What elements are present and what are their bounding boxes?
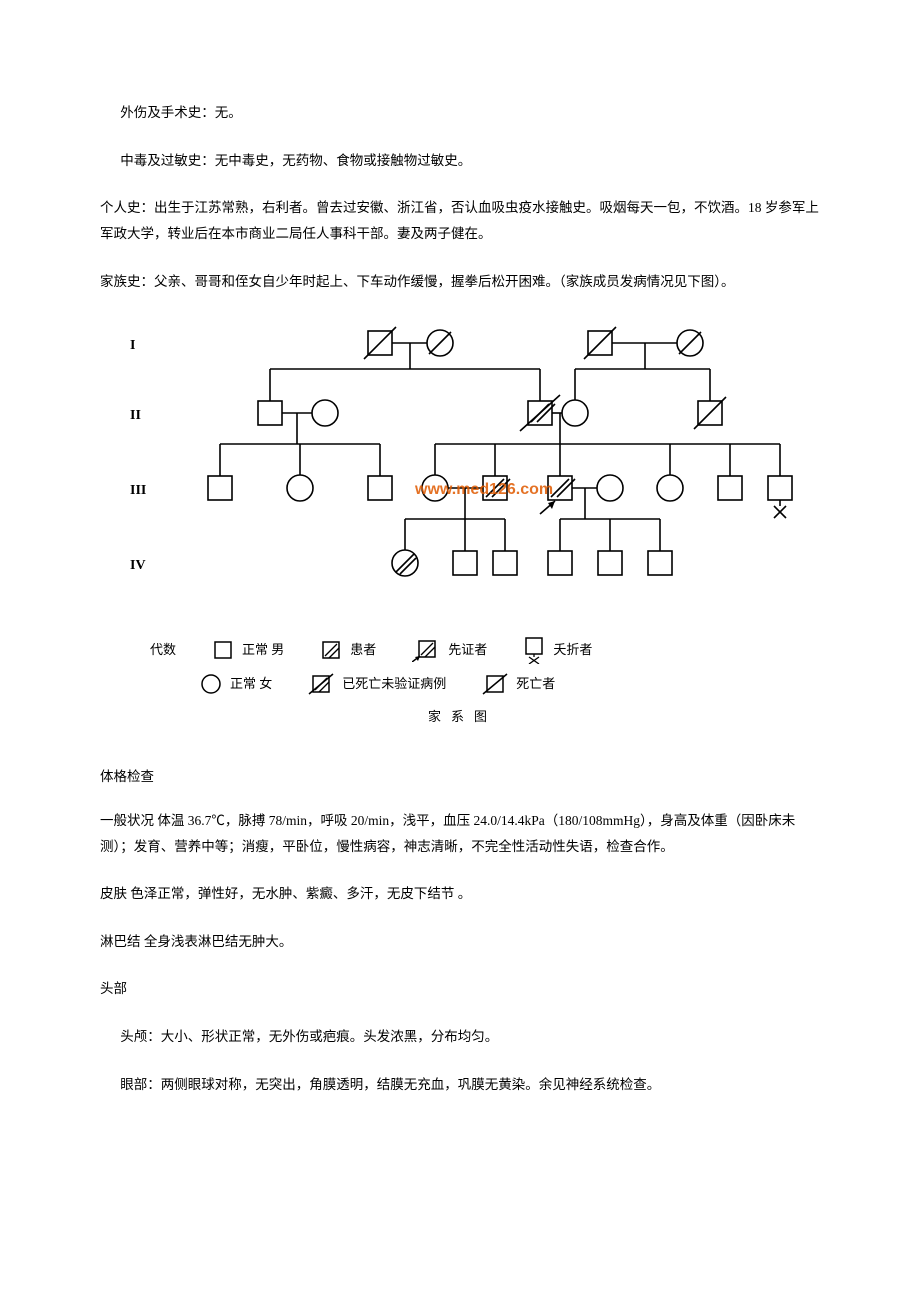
history-trauma: 外伤及手术史：无。 [100,100,825,126]
eye: 眼部：两侧眼球对称，无突出，角膜透明，结膜无充血，巩膜无黄染。余见神经系统检查。 [100,1072,825,1098]
watermark-text: www.med126.com [414,481,553,498]
head-title: 头部 [100,976,825,1002]
general-condition: 一般状况 体温 36.7℃，脉搏 78/min，呼吸 20/min，浅平，血压 … [100,808,825,859]
legend-dead: 死亡者 [482,672,555,697]
gen-3-label: III [130,483,146,498]
legend-gen-label: 代数 [150,638,176,663]
pedigree-svg: .nl { stroke:#000; stroke-width:1.6; fil… [100,319,820,609]
history-family: 家族史：父亲、哥哥和侄女自少年时起上、下车动作缓慢，握拳后松开困难。（家族成员发… [100,269,825,295]
gen-2-label: II [130,408,141,423]
gen-4-label: IV [130,558,146,573]
lymph: 淋巴结 全身浅表淋巴结无肿大。 [100,929,825,955]
legend-patient: 患者 [320,638,376,663]
legend-row-1: 代数 正常 男 患者 先证者 [150,636,825,664]
history-poison: 中毒及过敏史：无中毒史，无药物、食物或接触物过敏史。 [100,148,825,174]
document-page: 外伤及手术史：无。 中毒及过敏史：无中毒史，无药物、食物或接触物过敏史。 个人史… [0,0,920,1219]
gen-1-label: I [130,338,135,353]
legend-normal-male: 正常 男 [212,638,284,663]
skull: 头颅：大小、形状正常，无外伤或疤痕。头发浓黑，分布均匀。 [100,1024,825,1050]
legend-early-death: 夭折者 [523,636,592,664]
skin: 皮肤 色泽正常，弹性好，无水肿、紫癜、多汗，无皮下结节 。 [100,881,825,907]
legend-proband: 先证者 [412,638,487,663]
pedigree-caption: 家系图 [100,705,825,730]
legend-dead-unverified: 已死亡未验证病例 [308,672,446,697]
physical-exam-title: 体格检查 [100,764,825,790]
legend-normal-female: 正常 女 [200,672,272,697]
pedigree-diagram: .nl { stroke:#000; stroke-width:1.6; fil… [100,319,825,729]
history-personal: 个人史：出生于江苏常熟，右利者。曾去过安徽、浙江省，否认血吸虫疫水接触史。吸烟每… [100,195,825,246]
legend-row-2: 正常 女 已死亡未验证病例 死亡者 [200,672,825,697]
